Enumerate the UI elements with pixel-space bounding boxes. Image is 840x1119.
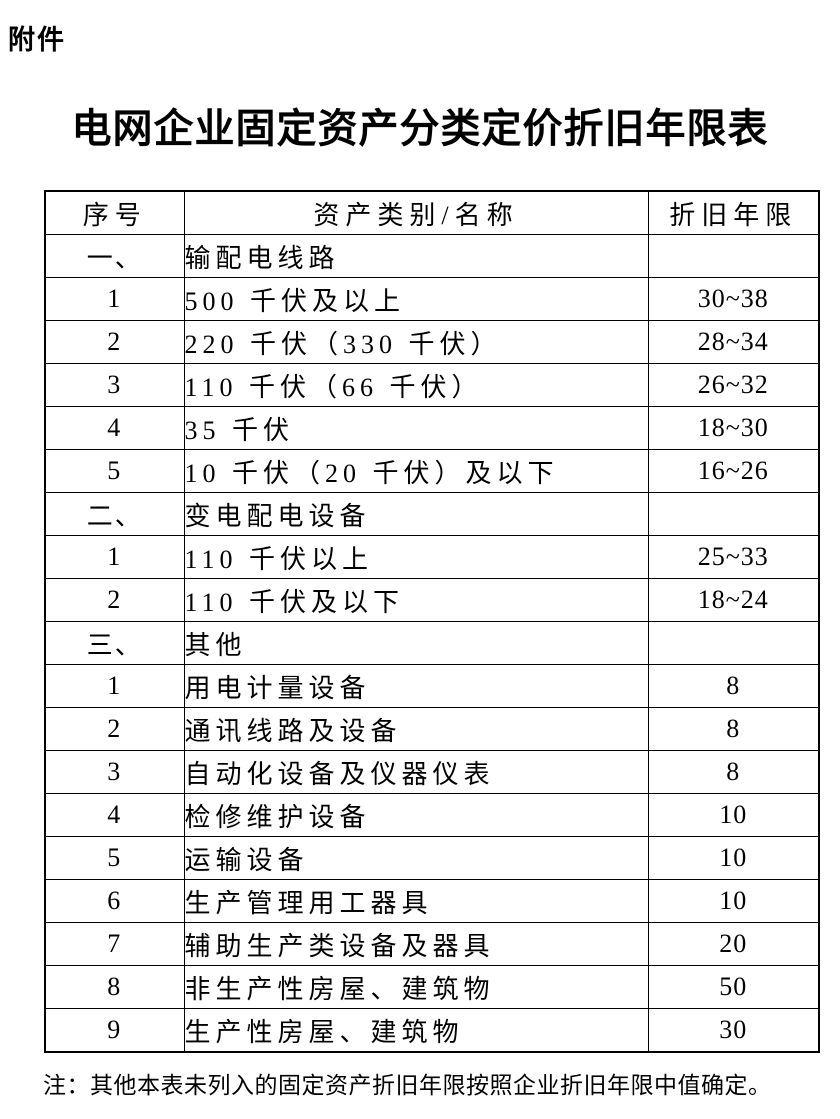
row-asset-name: 其他 <box>183 621 649 665</box>
row-depreciation-years: 10 <box>647 836 820 880</box>
row-sequence-number: 7 <box>44 922 185 966</box>
table-row: 2 通讯线路及设备 8 <box>44 707 820 751</box>
header-sequence-number: 序号 <box>44 190 185 235</box>
header-depreciation-years: 折旧年限 <box>647 190 820 235</box>
row-depreciation-years: 8 <box>647 664 820 708</box>
row-sequence-number: 二、 <box>44 492 185 536</box>
table-row: 3 自动化设备及仪器仪表 8 <box>44 750 820 794</box>
table-row: 二、 变电配电设备 <box>44 492 820 536</box>
row-depreciation-years: 30~38 <box>647 277 820 321</box>
row-sequence-number: 5 <box>44 836 185 880</box>
table-row: 4 35 千伏 18~30 <box>44 406 820 450</box>
row-sequence-number: 1 <box>44 535 185 579</box>
row-sequence-number: 3 <box>44 363 185 407</box>
row-depreciation-years: 28~34 <box>647 320 820 364</box>
row-asset-name: 35 千伏 <box>183 406 649 450</box>
row-asset-name: 220 千伏（330 千伏） <box>183 320 649 364</box>
row-depreciation-years: 10 <box>647 879 820 923</box>
row-asset-name: 500 千伏及以上 <box>183 277 649 321</box>
row-depreciation-years: 18~30 <box>647 406 820 450</box>
row-asset-name: 通讯线路及设备 <box>183 707 649 751</box>
attachment-label: 附件 <box>8 25 66 55</box>
table-row: 三、 其他 <box>44 621 820 665</box>
row-asset-name: 辅助生产类设备及器具 <box>183 922 649 966</box>
row-asset-name: 用电计量设备 <box>183 664 649 708</box>
row-sequence-number: 2 <box>44 578 185 622</box>
row-asset-name: 110 千伏（66 千伏） <box>183 363 649 407</box>
row-sequence-number: 4 <box>44 793 185 837</box>
row-depreciation-years: 30 <box>647 1008 820 1053</box>
row-depreciation-years: 8 <box>647 707 820 751</box>
row-asset-name: 变电配电设备 <box>183 492 649 536</box>
table-row: 3 110 千伏（66 千伏） 26~32 <box>44 363 820 407</box>
row-asset-name: 非生产性房屋、建筑物 <box>183 965 649 1009</box>
row-asset-name: 输配电线路 <box>183 234 649 278</box>
table-body: 一、 输配电线路 1 500 千伏及以上 30~38 2 220 千伏（330 … <box>44 234 820 1053</box>
row-depreciation-years <box>647 492 820 536</box>
row-sequence-number: 4 <box>44 406 185 450</box>
table-row: 1 110 千伏以上 25~33 <box>44 535 820 579</box>
table-row: 2 220 千伏（330 千伏） 28~34 <box>44 320 820 364</box>
depreciation-years-table: 序号 资产类别/名称 折旧年限 一、 输配电线路 1 500 千伏及以上 30~… <box>44 190 820 1053</box>
table-row: 一、 输配电线路 <box>44 234 820 278</box>
header-asset-category: 资产类别/名称 <box>183 190 649 235</box>
row-sequence-number: 2 <box>44 707 185 751</box>
page-title: 电网企业固定资产分类定价折旧年限表 <box>71 106 769 151</box>
row-sequence-number: 5 <box>44 449 185 493</box>
table-row: 6 生产管理用工器具 10 <box>44 879 820 923</box>
table-row: 2 110 千伏及以下 18~24 <box>44 578 820 622</box>
row-depreciation-years <box>647 234 820 278</box>
row-asset-name: 检修维护设备 <box>183 793 649 837</box>
table-row: 5 10 千伏（20 千伏）及以下 16~26 <box>44 449 820 493</box>
row-asset-name: 运输设备 <box>183 836 649 880</box>
row-depreciation-years: 26~32 <box>647 363 820 407</box>
row-sequence-number: 9 <box>44 1008 185 1053</box>
row-depreciation-years: 50 <box>647 965 820 1009</box>
table-row: 4 检修维护设备 10 <box>44 793 820 837</box>
row-depreciation-years <box>647 621 820 665</box>
row-asset-name: 110 千伏及以下 <box>183 578 649 622</box>
row-sequence-number: 三、 <box>44 621 185 665</box>
row-depreciation-years: 18~24 <box>647 578 820 622</box>
row-asset-name: 自动化设备及仪器仪表 <box>183 750 649 794</box>
row-sequence-number: 3 <box>44 750 185 794</box>
row-depreciation-years: 8 <box>647 750 820 794</box>
table-row: 5 运输设备 10 <box>44 836 820 880</box>
row-asset-name: 10 千伏（20 千伏）及以下 <box>183 449 649 493</box>
table-row: 8 非生产性房屋、建筑物 50 <box>44 965 820 1009</box>
table-row: 1 用电计量设备 8 <box>44 664 820 708</box>
row-asset-name: 生产性房屋、建筑物 <box>183 1008 649 1053</box>
row-sequence-number: 1 <box>44 664 185 708</box>
row-sequence-number: 8 <box>44 965 185 1009</box>
row-sequence-number: 一、 <box>44 234 185 278</box>
footnote: 注：其他本表未列入的固定资产折旧年限按照企业折旧年限中值确定。 <box>43 1073 772 1098</box>
row-depreciation-years: 10 <box>647 793 820 837</box>
row-depreciation-years: 20 <box>647 922 820 966</box>
row-sequence-number: 2 <box>44 320 185 364</box>
row-depreciation-years: 25~33 <box>647 535 820 579</box>
row-sequence-number: 6 <box>44 879 185 923</box>
row-asset-name: 生产管理用工器具 <box>183 879 649 923</box>
row-sequence-number: 1 <box>44 277 185 321</box>
row-depreciation-years: 16~26 <box>647 449 820 493</box>
table-row: 7 辅助生产类设备及器具 20 <box>44 922 820 966</box>
table-row: 9 生产性房屋、建筑物 30 <box>44 1008 820 1053</box>
table-header-row: 序号 资产类别/名称 折旧年限 <box>44 190 820 235</box>
row-asset-name: 110 千伏以上 <box>183 535 649 579</box>
table-row: 1 500 千伏及以上 30~38 <box>44 277 820 321</box>
